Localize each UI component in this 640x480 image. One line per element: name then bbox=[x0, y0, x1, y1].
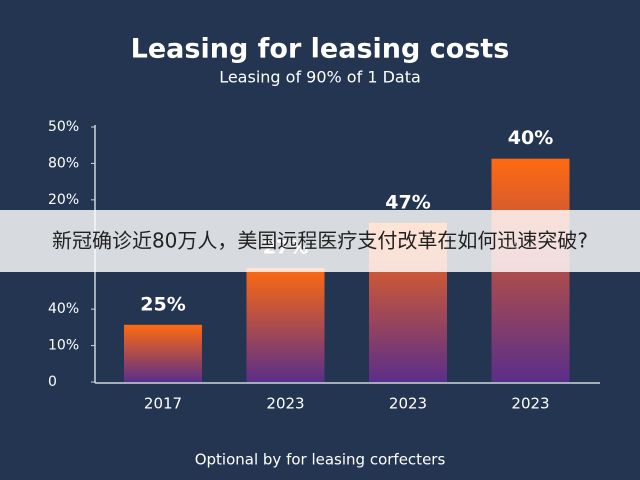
annotation: 40% bbox=[508, 127, 553, 149]
bar bbox=[246, 267, 325, 382]
y-tick-label: 80% bbox=[48, 155, 79, 171]
annotation: 47% bbox=[385, 191, 430, 213]
y-tick-label: 10% bbox=[48, 338, 79, 354]
chart-subtitle: Leasing of 90% of 1 Data bbox=[219, 68, 421, 87]
x-tick-label: 2023 bbox=[511, 395, 549, 413]
banner bbox=[0, 210, 640, 272]
chart-title: Leasing for leasing costs bbox=[131, 34, 510, 65]
x-tick-label: 2017 bbox=[144, 395, 182, 413]
bar bbox=[124, 324, 202, 382]
y-tick-label: 50% bbox=[48, 119, 79, 135]
x-tick-label: 2023 bbox=[389, 395, 427, 413]
chart-footer: Optional by for leasing corfecters bbox=[195, 451, 446, 469]
y-tick-label: 0 bbox=[48, 374, 57, 390]
y-tick-label: 40% bbox=[48, 301, 79, 317]
y-tick-label: 20% bbox=[48, 192, 79, 208]
banner-text: 新冠确诊近80万人，美国远程医疗支付改革在如何迅速突破? bbox=[52, 229, 588, 253]
x-tick-label: 2023 bbox=[266, 395, 304, 413]
annotation: 25% bbox=[140, 293, 185, 315]
